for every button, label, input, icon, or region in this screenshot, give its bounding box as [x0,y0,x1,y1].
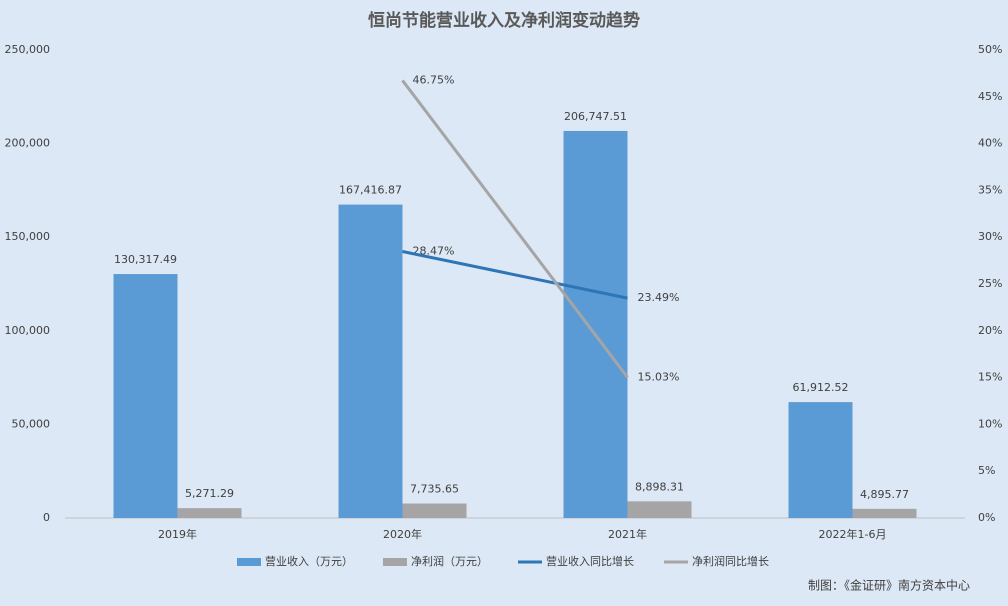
y2-tick-label: 40% [978,137,1002,150]
line-value-label: 46.75% [413,73,455,86]
y-tick-label: 0 [43,511,50,524]
bar [788,402,853,518]
bar-value-label: 206,747.51 [564,110,627,123]
bar-value-label: 4,895.77 [860,488,909,501]
bar-value-label: 61,912.52 [793,381,849,394]
y2-tick-label: 5% [978,464,995,477]
bar-value-label: 130,317.49 [114,253,177,266]
legend-label: 营业收入同比增长 [546,554,634,568]
y2-tick-label: 35% [978,183,1002,196]
chart-title: 恒尚节能营业收入及净利润变动趋势 [368,10,640,31]
y2-tick-label: 15% [978,371,1002,384]
legend-label: 营业收入（万元） [265,554,353,568]
bar [852,508,917,518]
y-tick-label: 150,000 [5,230,51,243]
y-tick-label: 200,000 [5,137,51,150]
x-tick-label: 2021年 [608,527,647,541]
x-tick-label: 2019年 [158,527,197,541]
legend-swatch [237,558,261,566]
line [402,250,628,300]
bar-value-label: 5,271.29 [185,487,234,500]
bar [563,130,628,518]
y2-tick-label: 45% [978,90,1002,103]
y2-tick-label: 30% [978,230,1002,243]
y2-tick-label: 50% [978,43,1002,56]
x-tick-label: 2022年1-6月 [819,527,887,541]
y2-tick-label: 0% [978,511,995,524]
y2-tick-label: 10% [978,417,1002,430]
line-value-label: 23.49% [638,291,680,304]
bar [113,274,178,518]
bar [627,501,692,518]
y-tick-label: 50,000 [12,417,51,430]
x-tick-label: 2020年 [383,527,422,541]
bar [338,204,403,518]
legend-label: 净利润（万元） [411,554,488,568]
bar [402,503,467,518]
source-note: 制图：《金证研》南方资本中心 [808,578,970,593]
bar-value-label: 167,416.87 [339,184,402,197]
bar-value-label: 8,898.31 [635,480,684,493]
legend-swatch [383,558,407,566]
y2-tick-label: 25% [978,277,1002,290]
legend-label: 净利润同比增长 [692,554,769,568]
y-tick-label: 250,000 [5,43,51,56]
line-value-label: 15.03% [638,370,680,383]
y-tick-label: 100,000 [5,324,51,337]
y2-tick-label: 20% [978,324,1002,337]
line [401,79,629,379]
bar [177,508,242,518]
bar-value-label: 7,735.65 [410,483,459,496]
